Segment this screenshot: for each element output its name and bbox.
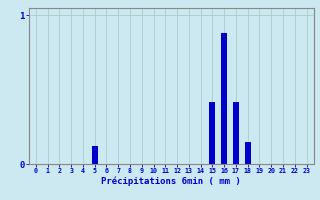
Bar	[233, 102, 239, 164]
Bar	[92, 146, 98, 164]
X-axis label: Précipitations 6min ( mm ): Précipitations 6min ( mm )	[101, 177, 241, 186]
Bar	[245, 142, 251, 164]
Bar	[221, 33, 227, 164]
Bar	[210, 102, 215, 164]
